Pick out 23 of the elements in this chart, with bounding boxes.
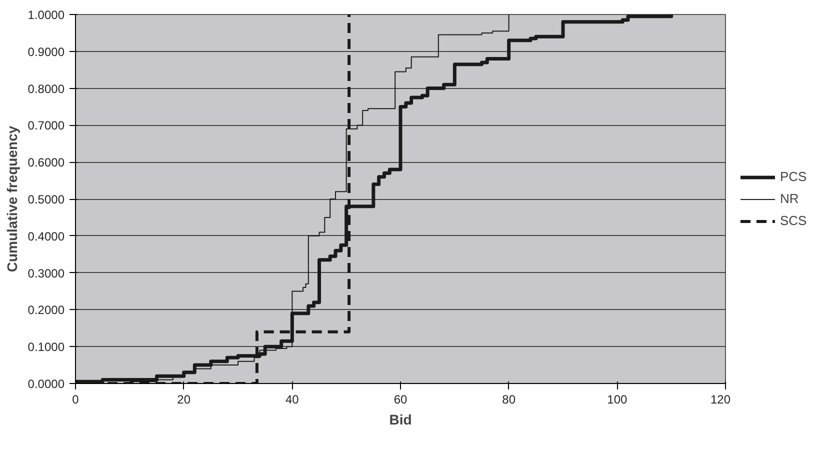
y-tick-label: 0.6000 — [28, 156, 65, 170]
y-tick-label: 0.0000 — [28, 377, 65, 391]
x-tick-label: 60 — [394, 392, 408, 406]
y-tick-label: 0.8000 — [28, 82, 65, 96]
x-tick-label: 40 — [285, 392, 300, 406]
legend-label: SCS — [780, 213, 807, 228]
x-tick-label: 100 — [607, 392, 628, 406]
x-tick-label: 120 — [710, 392, 731, 406]
y-axis-title: Cumulative frequency — [4, 126, 20, 272]
x-tick-label: 80 — [502, 392, 516, 406]
y-tick-label: 0.4000 — [28, 229, 65, 244]
y-tick-label: 0.5000 — [28, 192, 65, 206]
x-axis-title: Bid — [389, 412, 412, 428]
y-tick-label: 0.7000 — [28, 118, 65, 133]
y-tick-label: 0.2000 — [28, 303, 65, 318]
x-tick-label: 20 — [177, 392, 191, 406]
legend-label: PCS — [780, 169, 807, 184]
y-tick-label: 0.1000 — [28, 340, 65, 354]
x-tick-label: 0 — [72, 392, 80, 406]
legend-label: NR — [780, 191, 800, 206]
y-tick-label: 0.9000 — [28, 44, 65, 59]
y-tick-label: 0.3000 — [28, 266, 65, 280]
y-tick-label: 1.0000 — [28, 8, 65, 22]
